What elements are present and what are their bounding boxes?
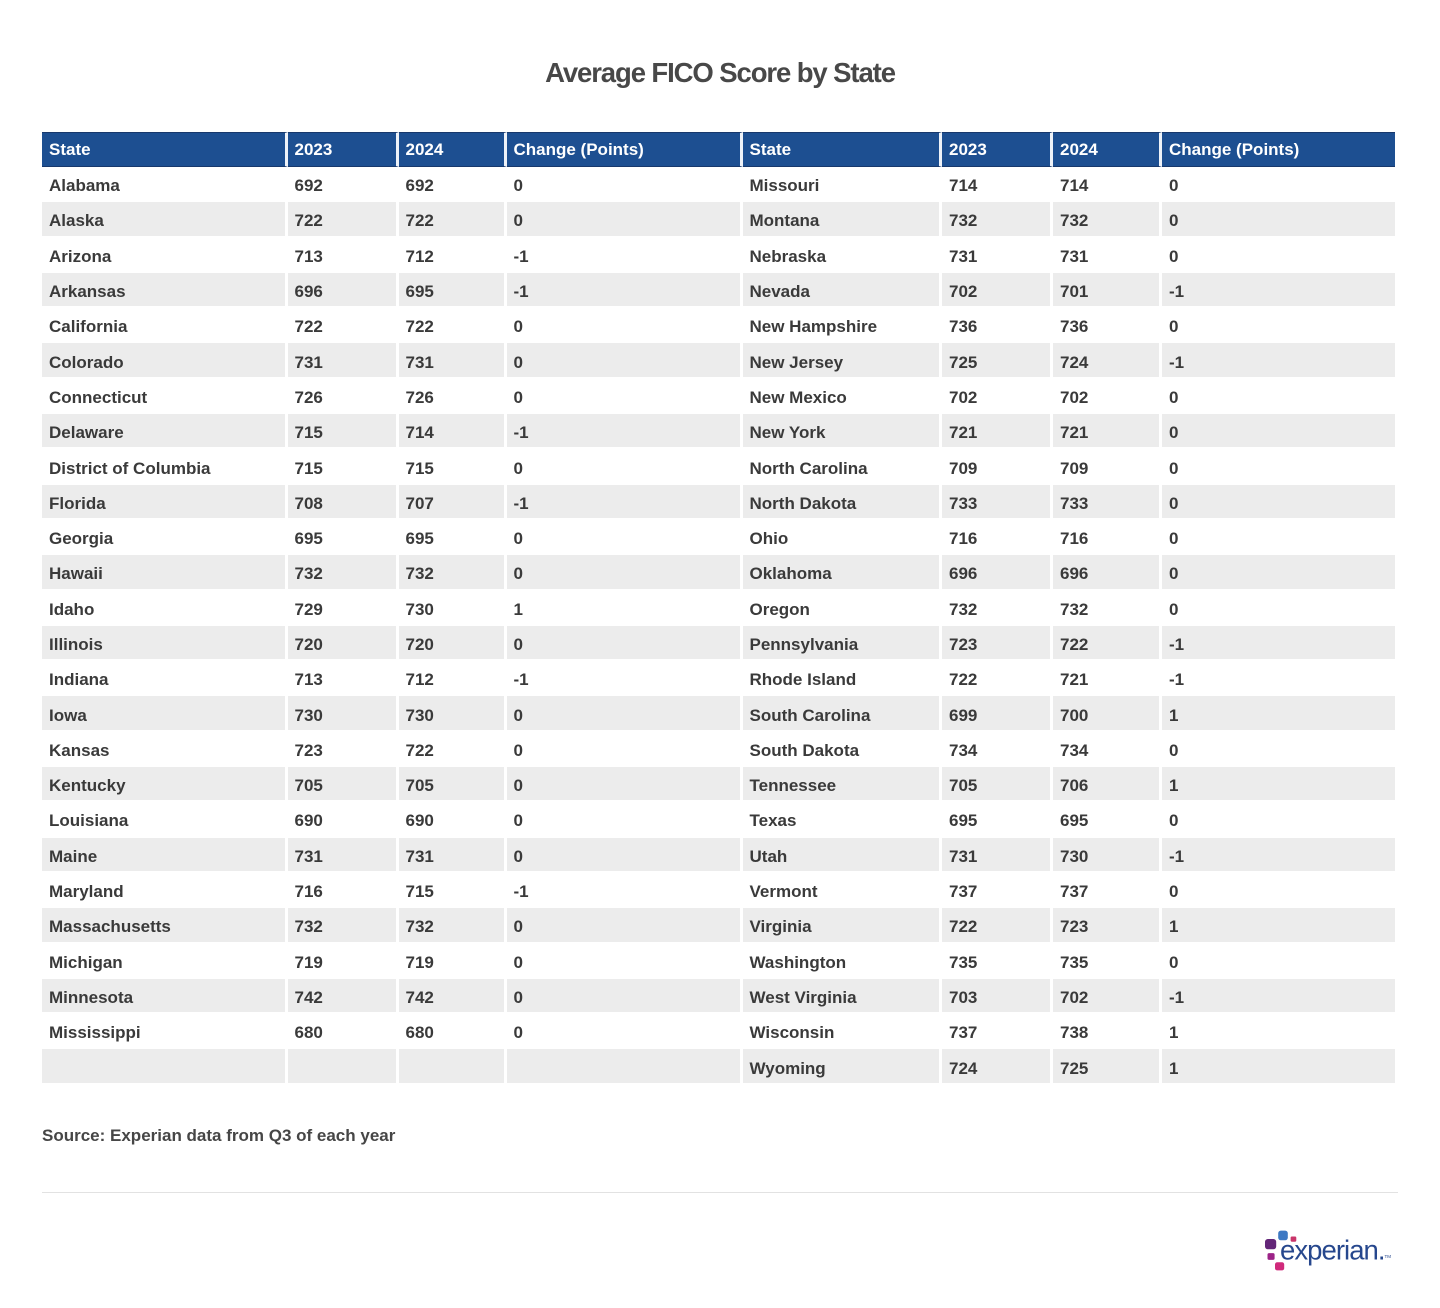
svg-text:TM: TM	[1385, 1254, 1392, 1259]
svg-text:experian.: experian.	[1280, 1234, 1385, 1265]
